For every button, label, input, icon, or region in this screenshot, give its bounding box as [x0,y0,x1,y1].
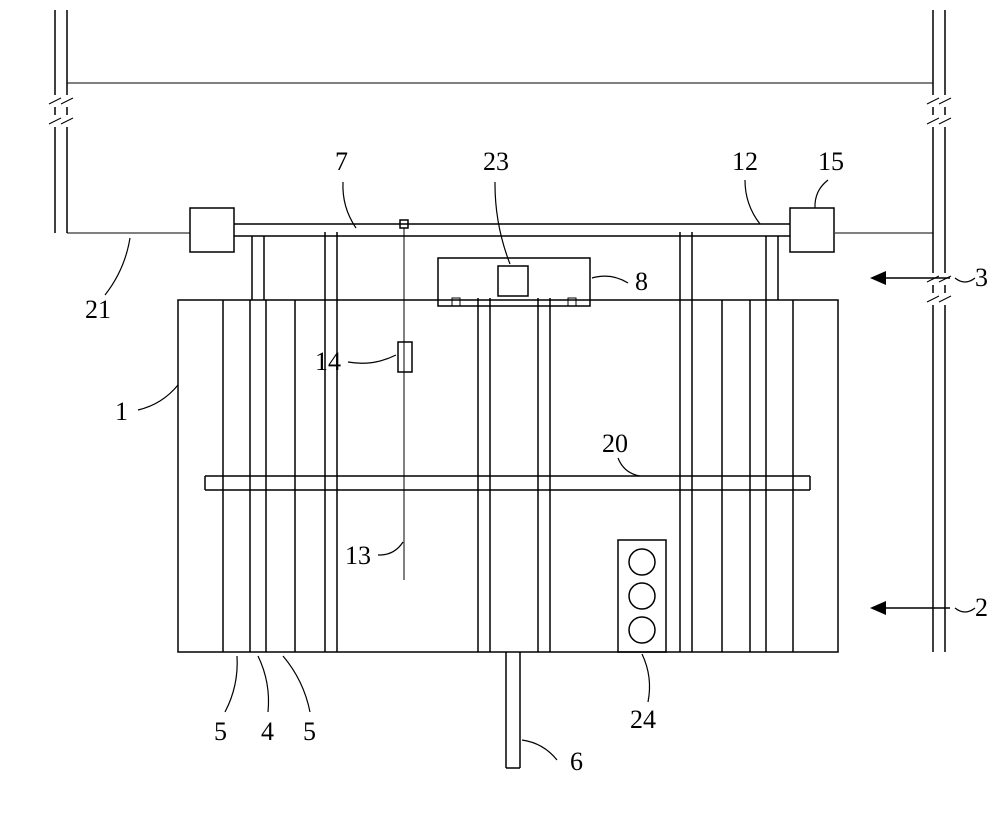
outer-post-right-break [927,98,939,104]
label-5: 5 [303,717,316,746]
leader-24 [642,654,650,702]
label-8: 8 [635,267,648,296]
label-12: 12 [732,147,758,176]
leader-3 [955,278,975,282]
hanging-marker [398,342,412,372]
outer-post-left-break [49,98,61,104]
outer-post-right-break [927,276,939,282]
bracket-right [790,208,834,252]
arrow-head [870,601,886,615]
motor-foot [568,298,576,306]
leader-4 [258,656,269,712]
label-3: 3 [975,263,988,292]
leader-23 [495,182,510,264]
leader-1 [138,385,178,410]
outer-post-right-break [939,118,951,124]
leader-15 [815,180,828,208]
label-20: 20 [602,429,628,458]
label-2: 2 [975,593,988,622]
arrow-head [870,271,886,285]
label-5: 5 [214,717,227,746]
outer-post-right-break [927,118,939,124]
motor-inner [498,266,528,296]
label-14: 14 [315,347,341,376]
label-1: 1 [115,397,128,426]
label-13: 13 [345,541,371,570]
label-7: 7 [335,147,348,176]
motor-foot [452,298,460,306]
leader-12 [745,180,760,224]
label-6: 6 [570,747,583,776]
leader-8 [592,276,628,283]
light-circle [629,617,655,643]
bracket-left [190,208,234,252]
outer-post-right-break [939,98,951,104]
label-21: 21 [85,295,111,324]
label-24: 24 [630,705,656,734]
light-panel [618,540,666,652]
leader-7 [343,182,356,228]
leader-5 [283,656,310,712]
outer-post-right-break [939,276,951,282]
outer-post-left-break [61,98,73,104]
leader-14 [348,355,396,363]
motor-box [438,258,590,306]
leader-20 [618,458,640,476]
leader-21 [105,238,130,295]
label-23: 23 [483,147,509,176]
leader-13 [378,542,403,555]
label-4: 4 [261,717,274,746]
outer-post-right-break [927,296,939,302]
label-15: 15 [818,147,844,176]
outer-post-left-break [49,118,61,124]
outer-post-left-break [61,118,73,124]
light-circle [629,549,655,575]
outer-post-right-break [939,296,951,302]
light-circle [629,583,655,609]
leader-6 [522,740,557,760]
leader-2 [955,608,975,612]
leader-5 [225,656,237,712]
